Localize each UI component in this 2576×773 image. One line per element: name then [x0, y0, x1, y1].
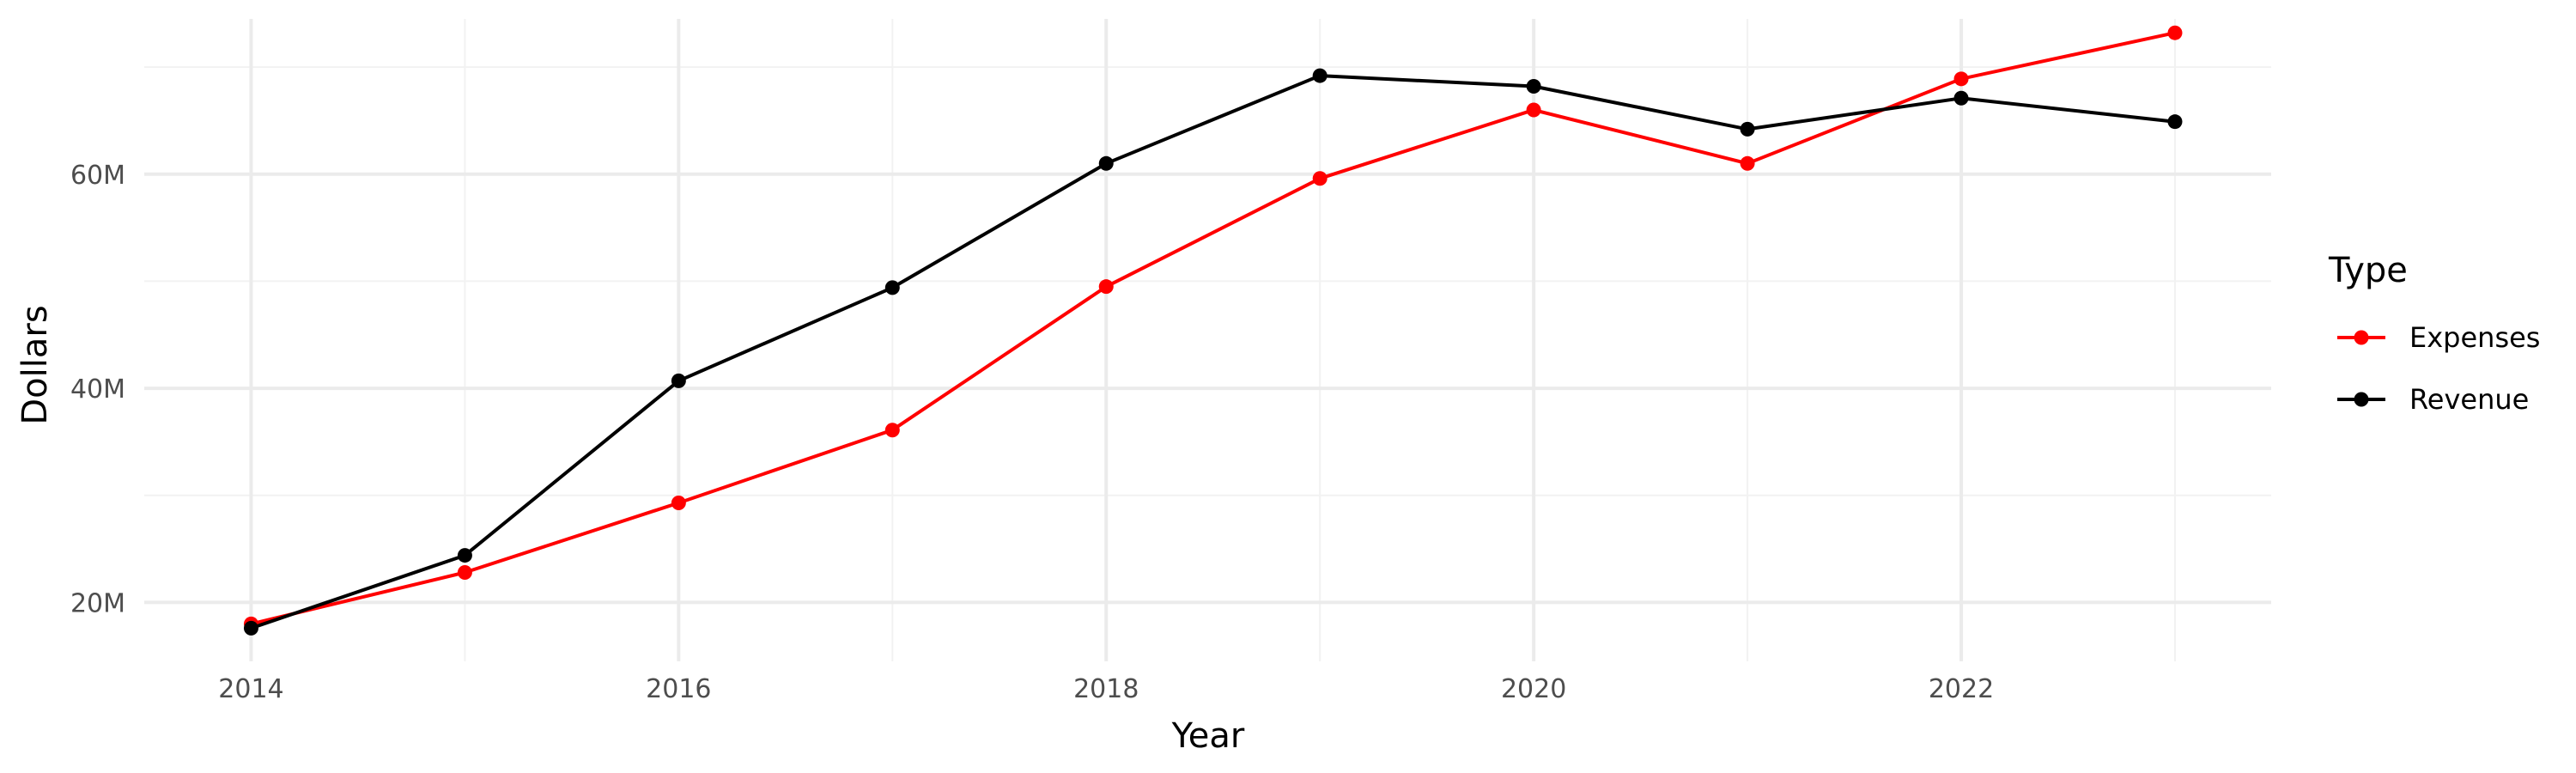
y-axis-title: Dollars [15, 305, 55, 424]
legend-key-point [2354, 392, 2369, 407]
revenue-point [1098, 155, 1114, 171]
x-tick-label: 2018 [1073, 674, 1139, 704]
expenses-point [1312, 171, 1327, 186]
revenue-point [1740, 121, 1755, 137]
x-tick-label: 2022 [1929, 674, 1994, 704]
revenue-point [1526, 79, 1541, 94]
x-tick-label: 2016 [646, 674, 711, 704]
expenses-point [884, 423, 900, 438]
x-tick-label: 2020 [1501, 674, 1566, 704]
legend-key-point [2354, 330, 2369, 345]
expenses-point [1740, 155, 1755, 171]
revenue-line [250, 74, 2176, 630]
legend-label: Expenses [2409, 321, 2540, 354]
expenses-point [1098, 279, 1114, 295]
series-layer [243, 25, 2183, 636]
expenses-point [2167, 25, 2183, 40]
legend-label: Revenue [2409, 383, 2529, 416]
revenue-point [671, 373, 686, 388]
legend-items: Expenses Revenue [2337, 321, 2540, 416]
y-tick-label: 20M [70, 588, 125, 618]
revenue-point [243, 620, 258, 636]
legend-item-expenses: Expenses [2337, 321, 2540, 354]
revenue-point [1953, 90, 1969, 106]
revenue-point [884, 280, 900, 295]
expenses-point [671, 495, 686, 510]
expenses-point [1526, 102, 1541, 118]
y-tick-label: 60M [70, 161, 125, 191]
revenue-point [457, 548, 472, 563]
expenses-line [251, 31, 2176, 626]
y-tick-label: 40M [70, 374, 125, 405]
legend: Type Expenses Revenue [2328, 251, 2540, 416]
revenue-point [2167, 114, 2183, 130]
legend-title: Type [2328, 251, 2408, 290]
axis-layer: 20M 40M 60M 2014 2016 2018 2020 2022 [70, 161, 1994, 704]
grid-layer [144, 19, 2271, 661]
legend-item-revenue: Revenue [2337, 383, 2529, 416]
revenue-point [1312, 68, 1327, 83]
expenses-point [1953, 71, 1969, 87]
x-tick-label: 2014 [218, 674, 283, 704]
expenses-point [457, 565, 472, 581]
x-axis-title: Year [1171, 716, 1245, 756]
